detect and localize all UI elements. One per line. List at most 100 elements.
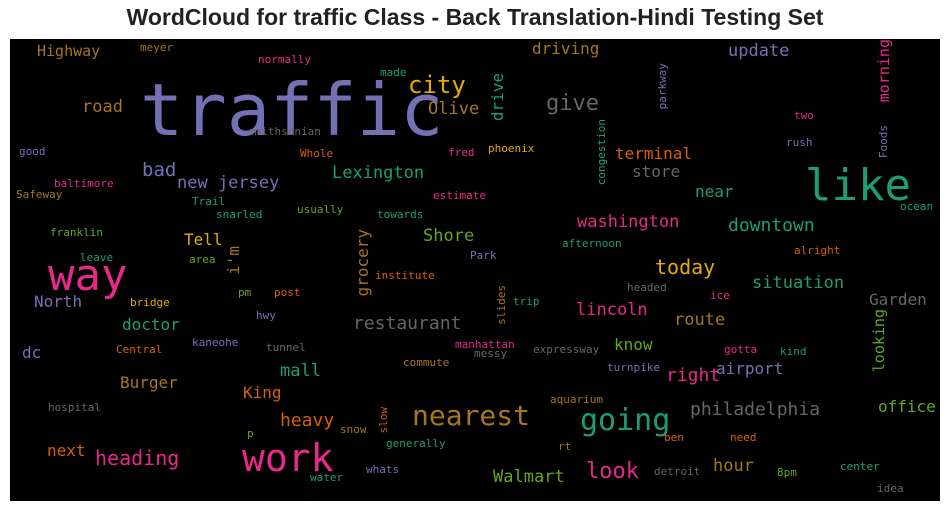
word-situation: situation — [752, 273, 845, 293]
word-nearest: nearest — [412, 399, 531, 432]
word-trip: trip — [513, 295, 540, 308]
word-franklin: franklin — [50, 226, 103, 239]
word-institute: institute — [375, 269, 435, 282]
word-lexington: Lexington — [332, 163, 425, 183]
word-need: need — [730, 431, 757, 444]
word-garden: Garden — [869, 290, 927, 309]
word-downtown: downtown — [728, 215, 815, 236]
word-store: store — [632, 162, 681, 181]
wordcloud-canvas: traffic way like work going nearest city give lo… — [10, 39, 940, 501]
word-tunnel: tunnel — [266, 341, 306, 354]
word-king: King — [243, 383, 282, 402]
word-know: know — [614, 335, 653, 354]
word-manhattan: manhattan — [455, 338, 515, 351]
word-commute: commute — [403, 356, 450, 369]
word-made: made — [380, 66, 407, 79]
word-safeway: Safeway — [16, 188, 63, 201]
chart-title: WordCloud for traffic Class - Back Trans… — [126, 4, 824, 30]
word-estimate: estimate — [433, 189, 486, 202]
word-dc: dc — [22, 343, 42, 362]
word-smithsonian: smithsonian — [248, 125, 321, 138]
word-office: office — [878, 397, 936, 416]
word-center: center — [840, 460, 880, 473]
word-looking: looking — [870, 309, 888, 373]
word-give: give — [546, 91, 599, 116]
word-post: post — [274, 286, 301, 299]
word-gotta: gotta — [724, 343, 758, 356]
word-snow: snow — [340, 423, 367, 436]
word-park: Park — [470, 249, 497, 262]
word-restaurant: restaurant — [353, 313, 462, 334]
word-heavy: heavy — [280, 410, 335, 431]
word-north: North — [34, 292, 83, 311]
word-kind: kind — [780, 345, 807, 358]
word-bridge: bridge — [130, 296, 170, 309]
word-terminal: terminal — [615, 144, 693, 163]
word-walmart: Walmart — [493, 467, 565, 487]
word-shore: Shore — [423, 226, 475, 246]
word-airport: airport — [716, 359, 784, 378]
word-water: water — [310, 471, 344, 484]
word-going: going — [580, 403, 671, 438]
word-doctor: doctor — [122, 315, 180, 334]
word-trail: Trail — [192, 195, 226, 208]
word-congestion: congestion — [595, 119, 608, 186]
word-leave: leave — [80, 251, 114, 264]
word-washington: washington — [577, 212, 680, 232]
word-ben: ben — [664, 431, 684, 444]
word-drive: drive — [488, 73, 507, 122]
word-turnpike: turnpike — [607, 361, 660, 374]
word-olive: Olive — [428, 99, 480, 119]
word-usually: usually — [297, 203, 344, 216]
word-today: today — [655, 255, 716, 279]
word-ice: ice — [710, 289, 730, 302]
word-kaneohe: kaneohe — [192, 336, 239, 349]
word-burger: Burger — [120, 373, 178, 392]
word-work: work — [242, 436, 334, 480]
word-towards: towards — [377, 208, 424, 221]
word-fred: fred — [448, 146, 475, 159]
word-slow: slow — [377, 407, 390, 434]
word-highway: Highway — [37, 42, 101, 60]
word-traffic: traffic — [140, 68, 444, 152]
word-road: road — [82, 97, 123, 117]
word-foods: Foods — [877, 125, 890, 159]
word-generally: generally — [386, 437, 446, 450]
word-city: city — [408, 71, 466, 99]
word-normally: normally — [258, 53, 311, 66]
word-central: Central — [116, 343, 163, 356]
word-whats: whats — [366, 463, 400, 476]
word-new-jersey: new jersey — [177, 173, 280, 193]
word-area: area — [189, 253, 216, 266]
word-look: look — [586, 459, 639, 484]
word-bad: bad — [142, 159, 177, 181]
word-hospital: hospital — [48, 401, 101, 414]
word-expressway: expressway — [533, 343, 600, 356]
word-next: next — [47, 441, 86, 460]
word-afternoon: afternoon — [562, 237, 622, 250]
word-update: update — [728, 41, 790, 61]
word-rush: rush — [786, 136, 813, 149]
word-snarled: snarled — [216, 208, 263, 221]
word-aquarium: aquarium — [550, 393, 603, 406]
word-hwy: hwy — [256, 309, 276, 322]
word-route: route — [674, 310, 726, 330]
word-headed: headed — [627, 281, 667, 294]
word-lincoln: lincoln — [576, 300, 648, 320]
word-rt: rt — [558, 440, 572, 453]
word-driving: driving — [532, 39, 600, 58]
word-morning: morning — [875, 39, 893, 103]
word-slides: slides — [495, 285, 508, 325]
word-baltimore: baltimore — [54, 177, 114, 190]
word-like: like — [805, 160, 911, 211]
word-p: p — [247, 427, 254, 440]
word-parkway: parkway — [656, 63, 669, 110]
word-8pm: 8pm — [777, 466, 797, 479]
word-grocery: grocery — [353, 229, 372, 297]
word-phoenix: phoenix — [488, 142, 535, 155]
word-heading: heading — [95, 446, 180, 470]
word-alright: alright — [794, 244, 841, 257]
word-idea: idea — [877, 482, 904, 495]
word-two: two — [794, 109, 814, 122]
word-mall: mall — [280, 361, 321, 381]
